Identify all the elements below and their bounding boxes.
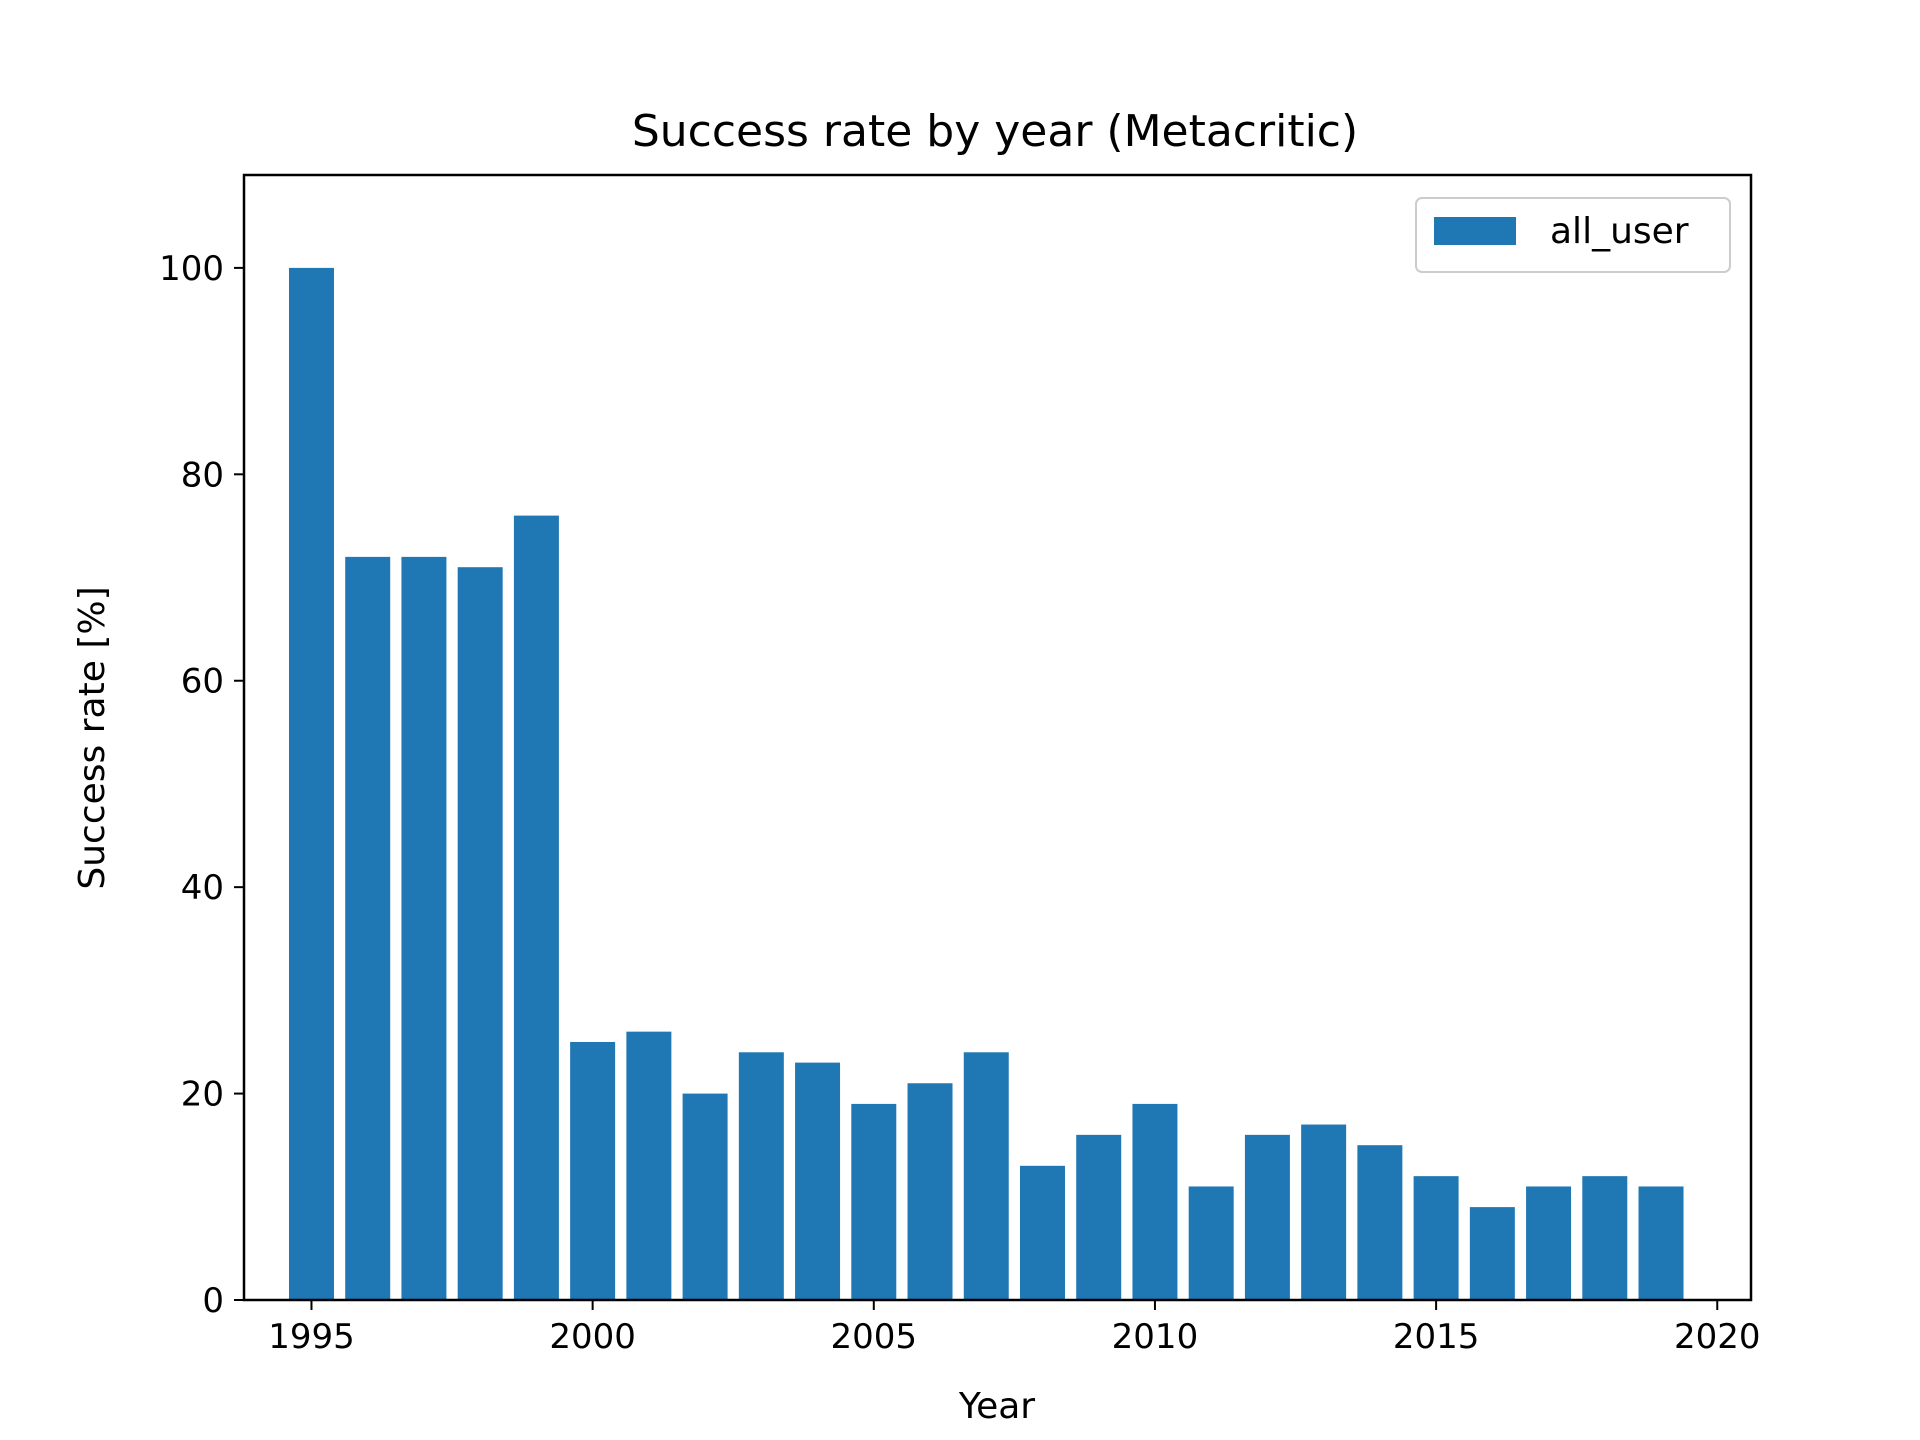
y-tick-label: 0: [202, 1281, 224, 1321]
bar: [1076, 1134, 1122, 1300]
bar: [1582, 1176, 1628, 1300]
bar: [738, 1052, 784, 1300]
bar: [1526, 1186, 1572, 1300]
bar: [626, 1031, 672, 1300]
x-tick-label: 2005: [831, 1317, 918, 1357]
y-tick-label: 60: [181, 662, 224, 702]
bar: [513, 515, 559, 1300]
legend: all_user: [1415, 197, 1731, 273]
bar: [1132, 1103, 1178, 1300]
bar: [851, 1103, 897, 1300]
bar: [1019, 1165, 1065, 1300]
y-tick-label: 100: [159, 249, 224, 289]
legend-label: all_user: [1550, 211, 1689, 252]
x-tick-label: 1995: [268, 1317, 355, 1357]
y-tick-label: 40: [181, 868, 224, 908]
bar: [963, 1052, 1009, 1300]
bar: [1469, 1207, 1515, 1300]
bar: [457, 567, 503, 1300]
bar: [570, 1041, 616, 1300]
y-axis-ticks: 0 20 40 60 80 100: [159, 249, 244, 1321]
x-tick-label: 2000: [549, 1317, 636, 1357]
legend-frame: [1415, 197, 1731, 273]
y-tick-label: 20: [181, 1075, 224, 1115]
bar: [401, 556, 447, 1300]
x-tick-label: 2020: [1674, 1317, 1761, 1357]
bar: [345, 556, 391, 1300]
x-axis-label: Year: [958, 1386, 1035, 1427]
bar: [1638, 1186, 1684, 1300]
bar: [1188, 1186, 1234, 1300]
bar: [288, 267, 334, 1301]
y-tick-label: 80: [181, 455, 224, 495]
bars-layer: [288, 267, 1684, 1301]
bar: [1301, 1124, 1347, 1300]
y-axis-label: Success rate [%]: [72, 586, 113, 889]
bar: [1244, 1134, 1290, 1300]
bar: [795, 1062, 841, 1300]
x-axis-ticks: 1995 2000 2005 2010 2015 2020: [268, 1300, 1761, 1357]
bar: [682, 1093, 728, 1300]
legend-swatch: [1434, 217, 1516, 245]
bar: [1413, 1176, 1459, 1300]
x-tick-label: 2010: [1112, 1317, 1199, 1357]
chart-title: Success rate by year (Metacritic): [632, 106, 1358, 157]
bar: [907, 1083, 953, 1300]
x-tick-label: 2015: [1393, 1317, 1480, 1357]
plot-frame: [242, 173, 1753, 1302]
bar: [1357, 1145, 1403, 1300]
